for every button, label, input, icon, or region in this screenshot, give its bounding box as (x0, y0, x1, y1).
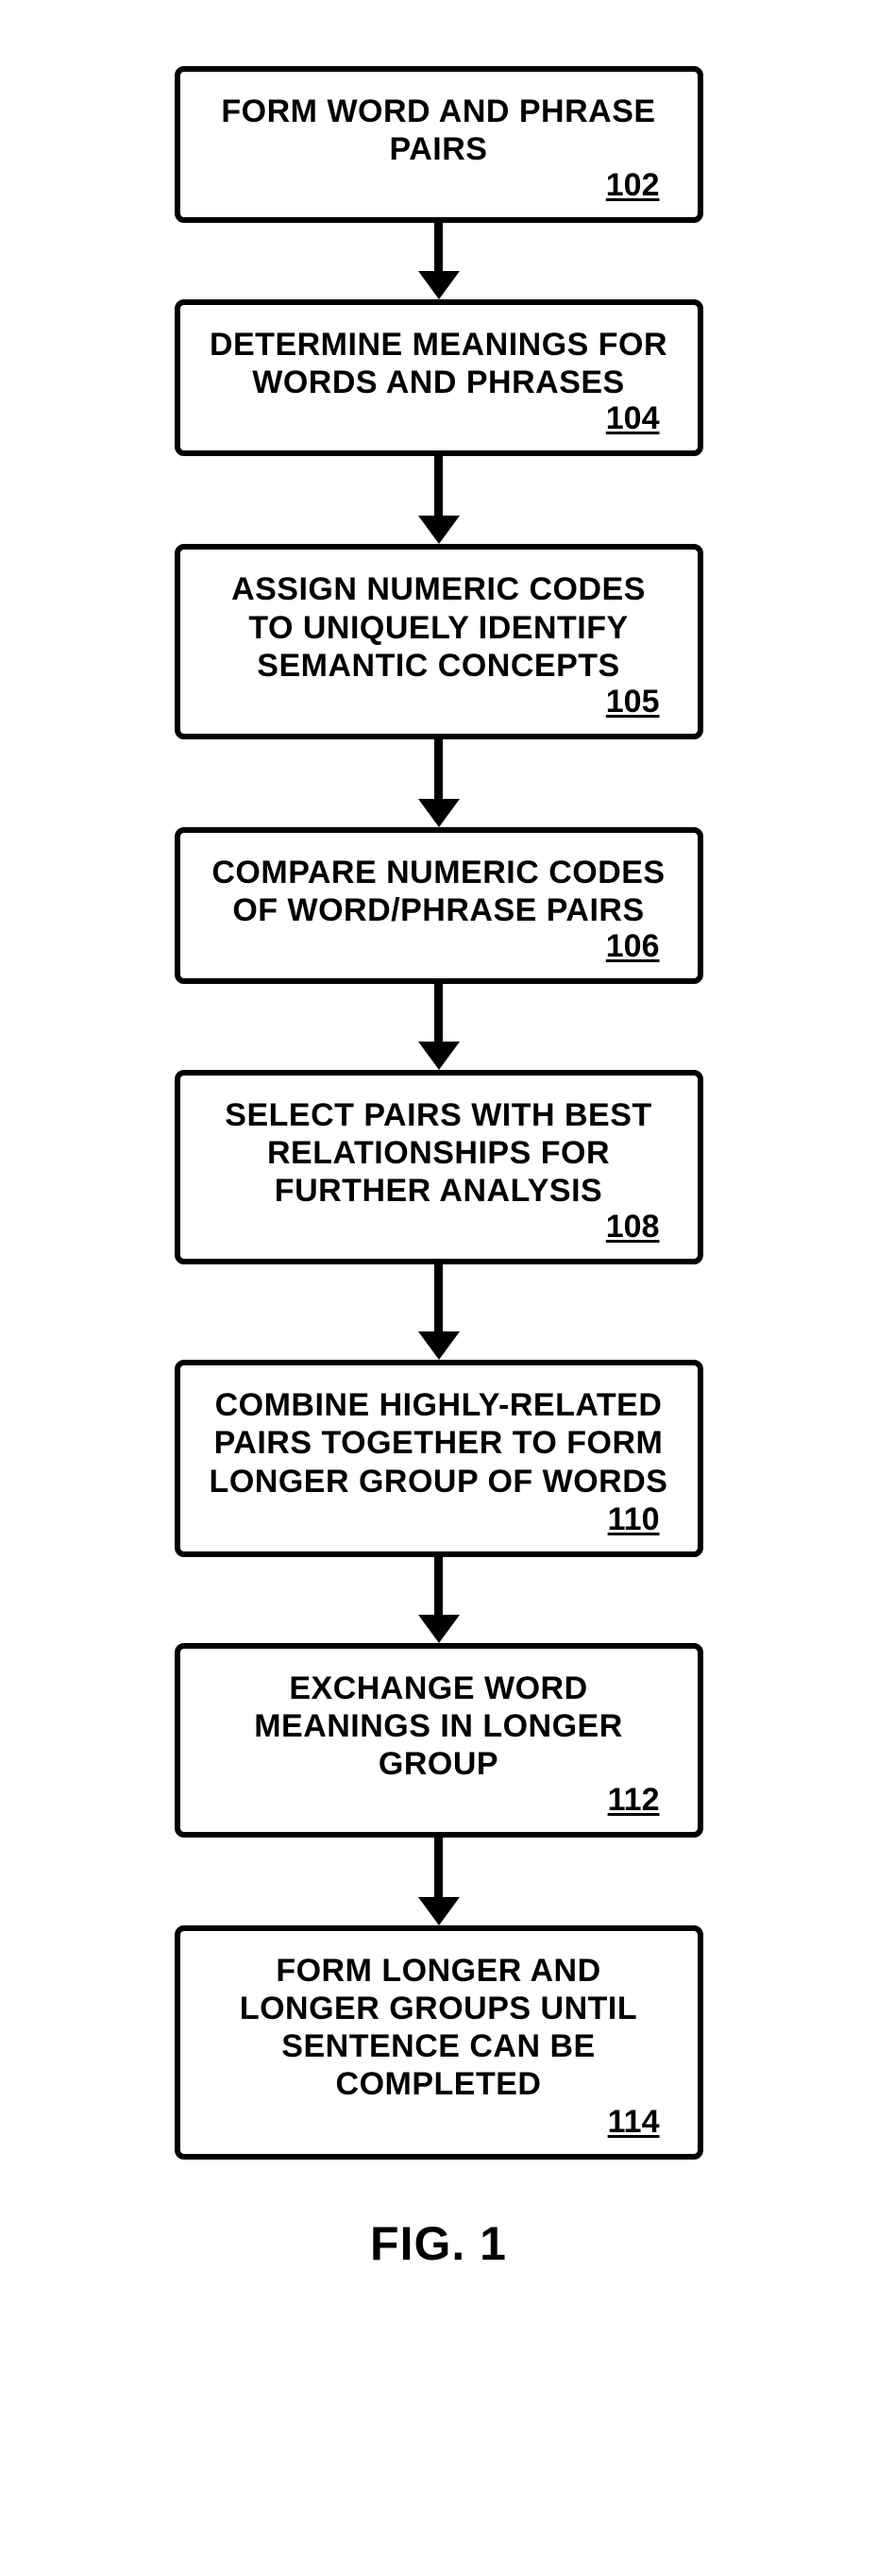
flow-node-number: 105 (606, 684, 660, 720)
flow-node-text: FORM WORD AND PHRASE PAIRS (209, 93, 669, 168)
flow-node-number: 114 (608, 2104, 660, 2141)
flow-node-number: 106 (606, 928, 660, 965)
flow-arrow (418, 1264, 460, 1360)
flow-arrow (418, 1557, 460, 1643)
flow-node-number: 112 (608, 1782, 660, 1819)
flow-node-105: ASSIGN NUMERIC CODES TO UNIQUELY IDENTIF… (175, 544, 703, 738)
flow-node-110: COMBINE HIGHLY-RELATED PAIRS TOGETHER TO… (175, 1360, 703, 1556)
flow-node-number: 110 (608, 1501, 660, 1538)
flow-node-text: DETERMINE MEANINGS FOR WORDS AND PHRASES (209, 326, 669, 401)
figure-label: FIG. 1 (370, 2216, 507, 2271)
flow-node-112: EXCHANGE WORD MEANINGS IN LONGER GROUP11… (175, 1643, 703, 1838)
flow-node-text: FORM LONGER AND LONGER GROUPS UNTIL SENT… (209, 1952, 669, 2103)
flow-node-114: FORM LONGER AND LONGER GROUPS UNTIL SENT… (175, 1925, 703, 2160)
flow-arrow (418, 984, 460, 1070)
flow-node-text: EXCHANGE WORD MEANINGS IN LONGER GROUP (209, 1669, 669, 1783)
flow-node-text: COMPARE NUMERIC CODES OF WORD/PHRASE PAI… (209, 854, 669, 929)
flow-arrow (418, 1838, 460, 1925)
flow-node-104: DETERMINE MEANINGS FOR WORDS AND PHRASES… (175, 299, 703, 456)
flow-node-number: 102 (606, 167, 660, 204)
flowchart-container: FORM WORD AND PHRASE PAIRS102 DETERMINE M… (0, 0, 877, 2309)
flow-node-106: COMPARE NUMERIC CODES OF WORD/PHRASE PAI… (175, 827, 703, 984)
flow-arrow (418, 223, 460, 299)
flow-arrow (418, 456, 460, 544)
flow-node-number: 104 (606, 400, 660, 437)
flow-arrow (418, 739, 460, 827)
flow-node-102: FORM WORD AND PHRASE PAIRS102 (175, 66, 703, 223)
flow-node-text: COMBINE HIGHLY-RELATED PAIRS TOGETHER TO… (209, 1386, 669, 1500)
flow-node-text: SELECT PAIRS WITH BEST RELATIONSHIPS FOR… (209, 1096, 669, 1210)
flow-node-number: 108 (606, 1209, 660, 1246)
flow-node-108: SELECT PAIRS WITH BEST RELATIONSHIPS FOR… (175, 1070, 703, 1264)
flow-node-text: ASSIGN NUMERIC CODES TO UNIQUELY IDENTIF… (209, 570, 669, 684)
